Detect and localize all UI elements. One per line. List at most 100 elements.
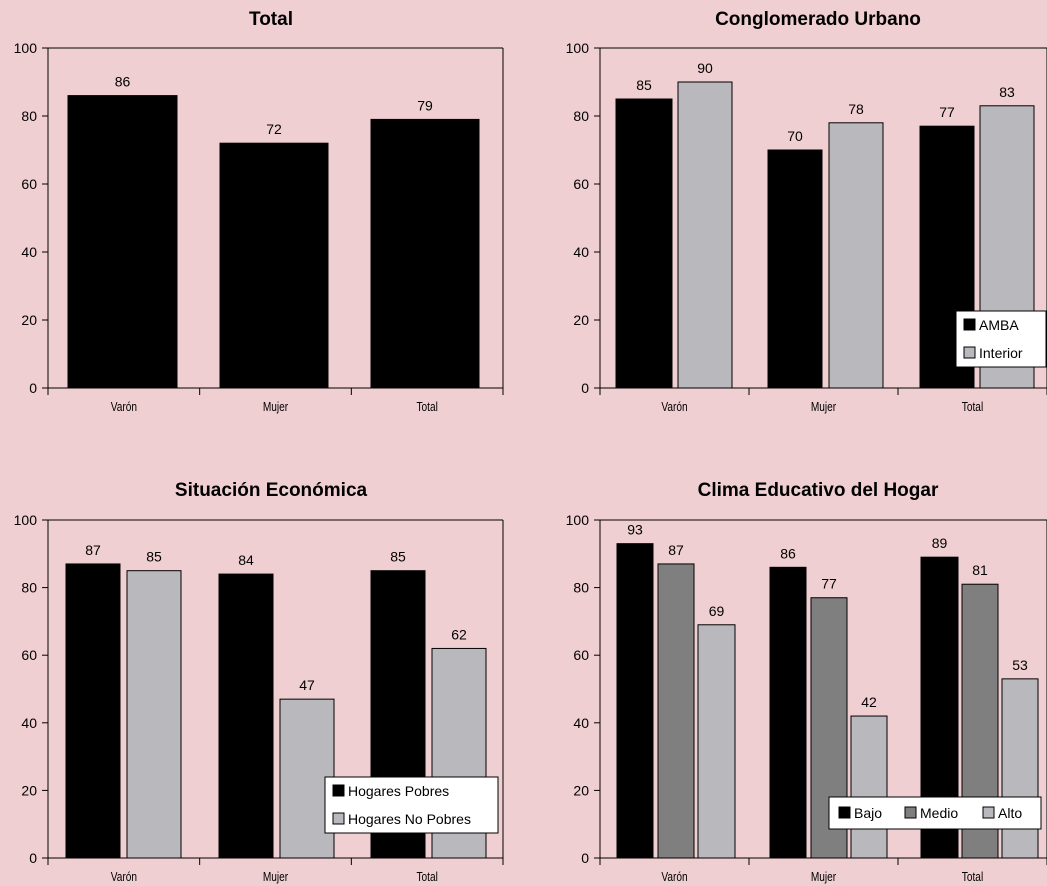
y-tick-label: 100 — [566, 40, 590, 56]
y-tick-label: 80 — [21, 580, 37, 596]
chart-panel-2: Conglomerado Urbano 0 20 40 60 80 100 Varón Muje… — [566, 9, 1047, 414]
bar — [218, 573, 274, 859]
data-label: 89 — [932, 535, 948, 551]
y-tick-label: 0 — [29, 380, 37, 396]
bar — [697, 624, 736, 859]
y-tick-label: 100 — [14, 512, 38, 528]
data-label: 53 — [1012, 657, 1028, 673]
legend-swatch — [838, 806, 851, 819]
y-tick-label: 40 — [21, 244, 37, 260]
data-label: 93 — [627, 522, 643, 538]
data-label: 90 — [697, 60, 713, 76]
x-tick-label: Total — [416, 400, 437, 414]
data-label: 79 — [417, 97, 433, 113]
data-label: 84 — [238, 552, 254, 568]
x-tick-label: Varón — [661, 400, 687, 414]
bar — [370, 118, 480, 389]
legend-label: Hogares Pobres — [348, 783, 449, 799]
legend: Hogares Pobres Hogares No Pobres — [324, 776, 499, 834]
data-label: 77 — [939, 104, 955, 120]
data-label: 42 — [861, 694, 877, 710]
x-tick-label: Varón — [111, 870, 137, 884]
y-tick-label: 100 — [14, 40, 38, 56]
legend-swatch — [963, 318, 976, 331]
y-tick-label: 60 — [21, 176, 37, 192]
data-label: 78 — [848, 101, 864, 117]
bar — [769, 566, 807, 859]
y-tick-label: 20 — [21, 782, 37, 798]
y-tick-label: 80 — [21, 108, 37, 124]
legend-swatch — [963, 346, 976, 359]
legend-box — [828, 796, 1042, 830]
legend-label: Bajo — [854, 805, 882, 821]
x-tick-label: Mujer — [811, 870, 836, 884]
data-label: 87 — [668, 542, 684, 558]
y-tick-label: 20 — [573, 312, 589, 328]
y-tick-label: 40 — [21, 715, 37, 731]
data-label: 81 — [972, 562, 988, 578]
data-label: 69 — [709, 603, 725, 619]
data-label: 72 — [266, 121, 282, 137]
x-tick-label: Mujer — [811, 400, 836, 414]
y-tick-label: 60 — [573, 176, 589, 192]
bar — [828, 122, 884, 389]
bar — [657, 563, 695, 859]
y-tick-label: 40 — [573, 715, 589, 731]
data-label: 85 — [636, 77, 652, 93]
bar — [850, 715, 888, 859]
y-tick-label: 60 — [21, 647, 37, 663]
data-label: 47 — [299, 677, 315, 693]
legend-label: Interior — [979, 345, 1023, 361]
bar — [219, 142, 329, 389]
chart-title: Clima Educativo del Hogar — [698, 480, 939, 501]
bar — [65, 563, 121, 859]
legend-label: Alto — [998, 805, 1022, 821]
chart-panel-1: Total 0 20 40 60 80 100 Varón Mujer Total 86 72 79 — [14, 9, 504, 414]
data-label: 87 — [85, 542, 101, 558]
x-tick-label: Varón — [111, 400, 137, 414]
legend-swatch — [332, 784, 345, 797]
data-label: 85 — [146, 549, 162, 565]
data-label: 77 — [821, 576, 837, 592]
legend: Bajo Medio Alto — [828, 796, 1042, 830]
x-tick-label: Total — [962, 870, 983, 884]
y-tick-label: 0 — [581, 850, 589, 866]
legend-swatch — [982, 806, 995, 819]
y-tick-label: 60 — [573, 647, 589, 663]
data-label: 86 — [115, 74, 131, 90]
bar — [1001, 678, 1039, 859]
x-tick-label: Total — [416, 870, 437, 884]
bar — [126, 570, 182, 859]
y-tick-label: 20 — [573, 782, 589, 798]
legend: AMBA Interior — [955, 310, 1047, 368]
legend-swatch — [332, 812, 345, 825]
x-tick-label: Total — [962, 400, 983, 414]
bar — [677, 81, 733, 389]
y-tick-label: 0 — [581, 380, 589, 396]
x-tick-label: Mujer — [263, 870, 288, 884]
data-label: 86 — [780, 545, 796, 561]
y-tick-label: 20 — [21, 312, 37, 328]
data-label: 83 — [999, 84, 1015, 100]
x-tick-label: Mujer — [263, 400, 288, 414]
x-tick-label: Varón — [661, 870, 687, 884]
bar — [615, 98, 673, 389]
chart-title: Conglomerado Urbano — [715, 9, 921, 30]
data-label: 70 — [787, 128, 803, 144]
legend-label: AMBA — [979, 317, 1019, 333]
legend-swatch — [904, 806, 917, 819]
y-tick-label: 0 — [29, 850, 37, 866]
legend-box — [324, 776, 499, 834]
y-tick-label: 40 — [573, 244, 589, 260]
y-tick-label: 100 — [566, 512, 590, 528]
chart-panel-4: Clima Educativo del Hogar 0 20 40 60 80 100 Var… — [566, 480, 1047, 884]
legend-label: Hogares No Pobres — [348, 811, 471, 827]
y-tick-label: 80 — [573, 108, 589, 124]
data-label: 85 — [390, 549, 406, 565]
y-tick-label: 80 — [573, 580, 589, 596]
data-label: 62 — [451, 626, 467, 642]
chart-title: Situación Económica — [175, 480, 368, 501]
bar — [67, 95, 178, 389]
bar — [616, 543, 654, 859]
